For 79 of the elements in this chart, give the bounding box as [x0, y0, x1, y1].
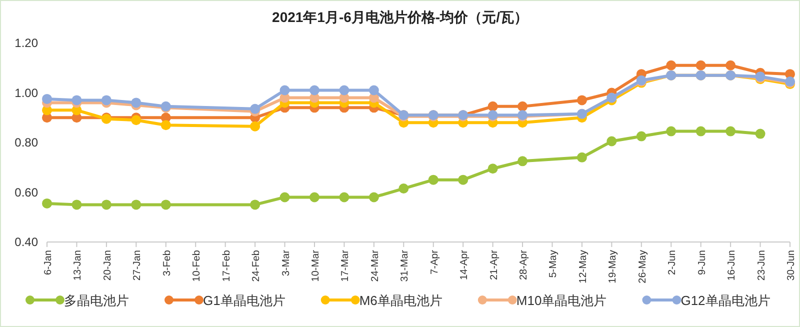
x-tick-label: 6-Jan	[43, 250, 54, 276]
x-tick-label: 17-Feb	[221, 250, 232, 282]
x-tick-label: 7-Apr	[429, 249, 440, 274]
point	[368, 192, 379, 202]
point	[576, 152, 587, 162]
point	[72, 200, 82, 210]
point	[428, 174, 438, 185]
point	[398, 184, 409, 194]
point	[250, 121, 260, 132]
y-tick-label: 1.20	[14, 36, 38, 50]
x-tick-label: 10-Feb	[192, 250, 203, 282]
legend-label: M6单晶电池片	[359, 293, 442, 308]
x-tick-label: 27-Jan	[132, 250, 144, 281]
point	[726, 126, 736, 136]
legend-item: M10单晶电池片	[478, 293, 607, 308]
y-tick-label: 0.60	[14, 185, 38, 200]
point	[726, 60, 736, 70]
x-tick-label: 30-Jun	[786, 250, 797, 281]
point	[488, 101, 498, 112]
legend-label: M10单晶电池片	[516, 293, 607, 308]
x-tick-label: 5-May	[548, 250, 560, 278]
y-tick-label: 0.80	[14, 136, 38, 150]
point	[160, 200, 171, 210]
x-tick-label: 23-Jun	[756, 250, 768, 281]
x-tick-label: 21-Apr	[488, 249, 500, 280]
x-tick-label: 12-May	[578, 250, 589, 284]
x-tick-label: 26-May	[637, 250, 648, 284]
y-tick-label: 1.00	[14, 86, 38, 100]
x-tick-label: 20-Jan	[102, 250, 114, 281]
x-tick-label: 9-Jun	[696, 250, 708, 276]
legend-label: G1单晶电池片	[203, 293, 286, 308]
point	[339, 192, 350, 202]
x-tick-label: 10-Mar	[310, 249, 322, 282]
point	[606, 136, 617, 146]
point	[72, 95, 82, 106]
point	[755, 128, 766, 139]
legend-label: 多晶电池片	[64, 293, 129, 308]
point	[696, 126, 706, 136]
point	[488, 164, 498, 174]
x-tick-label: 3-Mar	[280, 249, 292, 276]
x-tick-label: 17-Mar	[340, 249, 352, 282]
point	[518, 101, 528, 112]
point	[696, 60, 706, 70]
point	[636, 131, 646, 142]
point	[666, 60, 676, 70]
point	[339, 85, 350, 96]
legend-item: M6单晶电池片	[320, 293, 442, 308]
x-tick-label: 19-May	[608, 250, 619, 284]
point	[250, 104, 260, 114]
point	[666, 126, 676, 136]
point	[101, 95, 112, 106]
point	[309, 192, 320, 202]
point	[250, 200, 260, 210]
x-tick-label: 24-Mar	[370, 249, 381, 282]
point	[131, 98, 142, 108]
x-tick-label: 14-Apr	[459, 249, 470, 280]
x-tick-label: 28-Apr	[518, 249, 530, 280]
x-tick-label: 13-Jan	[72, 250, 84, 281]
point	[280, 85, 290, 96]
chart-title: 2021年1月-6月电池片价格-均价（元/瓦）	[272, 9, 528, 25]
point	[518, 156, 528, 166]
x-tick-label: 16-Jun	[726, 250, 738, 281]
point	[160, 120, 171, 130]
point	[280, 192, 290, 202]
point	[309, 85, 320, 96]
point	[458, 174, 468, 185]
point	[101, 200, 112, 210]
x-tick-label: 31-Mar	[400, 249, 411, 282]
point	[368, 85, 379, 96]
legend-label: G12单晶电池片	[680, 293, 770, 308]
point	[131, 115, 142, 126]
x-tick-label: 2-Jun	[667, 250, 678, 276]
point	[42, 94, 52, 104]
x-tick-label: 24-Feb	[251, 250, 262, 282]
x-tick-label: 3-Feb	[162, 250, 173, 276]
point	[42, 198, 52, 208]
point	[131, 200, 142, 210]
y-tick-label: 0.40	[14, 235, 38, 249]
point	[576, 95, 587, 106]
